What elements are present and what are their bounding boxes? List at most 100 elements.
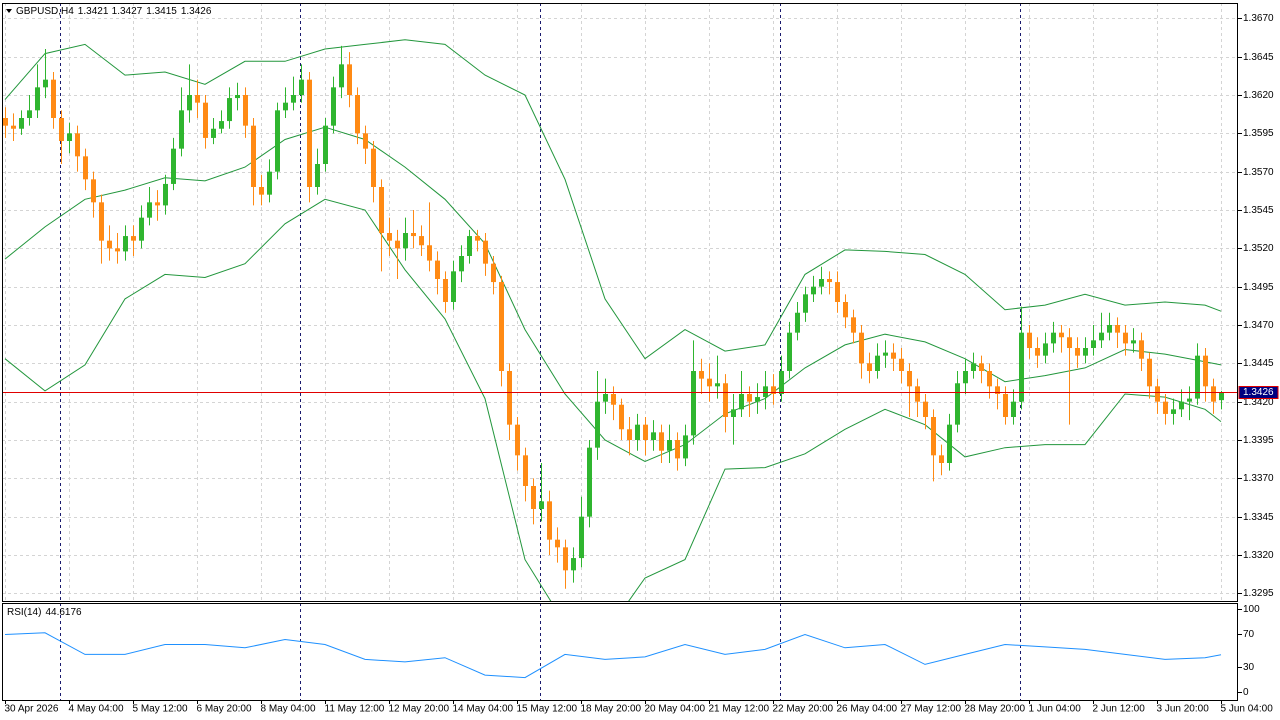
candle-body: [147, 202, 152, 218]
candle-body: [1211, 386, 1216, 402]
candle-body: [835, 282, 840, 302]
x-tick-label: 20 May 04:00: [645, 704, 706, 715]
candle-body: [315, 164, 320, 187]
candle-body: [875, 355, 880, 371]
candle-body: [915, 386, 920, 402]
candle-body: [955, 383, 960, 425]
candle-body: [155, 202, 160, 206]
candle-body: [667, 440, 672, 451]
candle-body: [411, 233, 416, 237]
candle-body: [627, 429, 632, 440]
candle-body: [651, 432, 656, 440]
candle-body: [1003, 394, 1008, 417]
candle-body: [275, 110, 280, 172]
candle-body: [451, 271, 456, 302]
candle-body: [3, 118, 8, 126]
candle-body: [387, 233, 392, 241]
candle-body: [1131, 340, 1136, 344]
candle-body: [571, 558, 576, 571]
x-tick-label: 26 May 04:00: [837, 704, 898, 715]
x-tick-label: 11 May 12:00: [325, 704, 385, 715]
candle-body: [307, 79, 312, 187]
x-tick-label: 3 Jun 20:00: [1157, 704, 1210, 715]
candle-body: [859, 332, 864, 364]
candle-body: [475, 236, 480, 241]
x-tick-label: 5 Jun 04:00: [1221, 704, 1274, 715]
candle-body: [203, 102, 208, 138]
candle-body: [43, 79, 48, 88]
candle-body: [891, 352, 896, 359]
candle-body: [771, 386, 776, 394]
candle-body: [107, 240, 112, 249]
candle-body: [1107, 325, 1112, 333]
candle-body: [123, 236, 128, 252]
menu-triangle[interactable]: [6, 9, 12, 13]
candle-body: [819, 279, 824, 287]
x-tick-label: 28 May 20:00: [965, 704, 1026, 715]
x-tick-label: 21 May 12:00: [709, 704, 770, 715]
candle-body: [539, 501, 544, 509]
candle-body: [115, 248, 120, 252]
x-tick-label: 12 May 20:00: [389, 704, 450, 715]
header-low: 1.3415: [146, 6, 177, 17]
header-open: 1.3421: [78, 6, 109, 17]
candle-body: [947, 424, 952, 463]
current-price-box: [1238, 386, 1279, 399]
candle-body: [603, 394, 608, 402]
candle-body: [131, 236, 136, 241]
symbol: GBPUSD,H4: [16, 6, 74, 17]
candle-body: [419, 236, 424, 246]
candle-body: [739, 394, 744, 410]
candle-body: [1043, 343, 1048, 356]
candle-body: [259, 187, 264, 195]
candle-body: [1123, 332, 1128, 344]
candle-body: [1195, 355, 1200, 399]
candle-body: [931, 417, 936, 456]
y-tick-label: 1.3670: [1243, 13, 1274, 24]
candle-body: [299, 79, 304, 95]
candle-body: [811, 286, 816, 295]
candle-body: [563, 547, 568, 571]
candle-body: [755, 397, 760, 402]
x-tick-label: 1 Jun 04:00: [1029, 704, 1082, 715]
candle-body: [59, 118, 64, 141]
candle-body: [51, 79, 56, 118]
price-pane-border: [2, 3, 1238, 602]
candle-body: [763, 386, 768, 398]
candle-body: [843, 302, 848, 318]
x-tick-label: 8 May 04:00: [261, 704, 316, 715]
x-tick-label: 15 May 12:00: [517, 704, 578, 715]
candle-body: [883, 352, 888, 356]
candle-body: [995, 386, 1000, 394]
candle-body: [531, 486, 536, 509]
candle-body: [1163, 401, 1168, 414]
rsi-pane-border: [2, 603, 1238, 701]
candle-body: [851, 317, 856, 333]
candle-body: [139, 217, 144, 241]
candle-body: [803, 294, 808, 313]
candle-body: [99, 202, 104, 241]
y-tick-label: 1.3345: [1243, 512, 1274, 523]
candle-body: [1019, 332, 1024, 402]
candle-body: [91, 179, 96, 203]
bollinger-upper: [4, 39, 1222, 360]
y-tick-label: 0: [1243, 687, 1249, 698]
candle-body: [1075, 348, 1080, 356]
candle-body: [979, 363, 984, 371]
candle-body: [11, 125, 16, 129]
candle-body: [1011, 401, 1016, 417]
candle-body: [1027, 332, 1032, 348]
candle-body: [1219, 392, 1224, 401]
candle-body: [579, 516, 584, 559]
candle-body: [483, 240, 488, 264]
x-tick-label: 6 May 20:00: [197, 704, 252, 715]
candle-body: [163, 183, 168, 206]
y-tick-label: 30: [1243, 662, 1255, 673]
x-tick-label: 30 Apr 2026: [5, 704, 59, 715]
candle-body: [507, 371, 512, 425]
candle-body: [491, 263, 496, 283]
y-tick-label: 1.3395: [1243, 435, 1274, 446]
candle-body: [291, 95, 296, 103]
candle-body: [1115, 325, 1120, 333]
